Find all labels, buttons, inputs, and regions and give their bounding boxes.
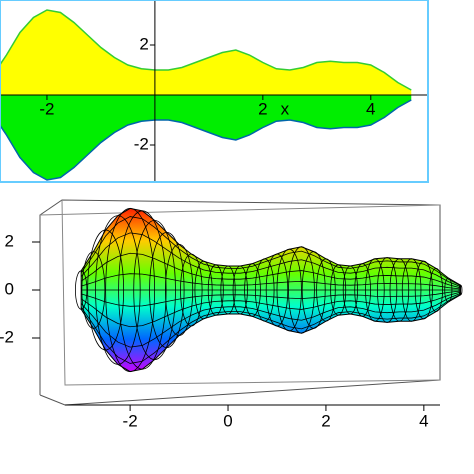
cross-section <box>87 229 125 351</box>
cross-section <box>301 251 326 329</box>
cross-section <box>458 284 463 296</box>
cross-section <box>316 258 336 322</box>
x-tick-label: 2 <box>321 411 330 430</box>
x-tick-label: 2 <box>258 99 267 118</box>
y-tick-label: 2 <box>139 34 148 53</box>
x-tick-label: 4 <box>419 411 428 430</box>
x-tick-label: -2 <box>123 411 138 430</box>
area <box>0 10 412 95</box>
x-tick-label: 0 <box>223 411 232 430</box>
box-edge <box>39 204 441 216</box>
x-tick-label: -2 <box>39 99 54 118</box>
cross-section <box>232 265 248 315</box>
cross-section <box>133 219 176 360</box>
cross-section <box>95 215 141 365</box>
cross-section <box>149 231 185 348</box>
cross-section <box>105 207 155 372</box>
y-tick-label: 0 <box>5 279 14 298</box>
cross-section <box>194 260 213 320</box>
cross-section <box>207 264 224 316</box>
cross-section <box>276 248 302 332</box>
cross-section <box>342 265 359 315</box>
plot-3d: -2 0 2 4 -2 0 2 <box>0 199 463 430</box>
cross-section <box>74 270 88 310</box>
cross-section <box>414 260 433 320</box>
plot-2d: -2 2 4-22x <box>0 0 428 182</box>
cross-section <box>265 253 289 327</box>
cross-section <box>288 246 315 334</box>
cross-section <box>220 265 236 315</box>
box-edge <box>61 199 441 386</box>
cross-section <box>354 263 371 317</box>
mesh-line <box>80 291 461 328</box>
cross-section <box>377 257 398 323</box>
cross-section <box>365 258 385 322</box>
y-tick-label: -2 <box>134 134 149 153</box>
y-tick-label: 2 <box>5 231 14 250</box>
x-axis-label: x <box>281 99 290 118</box>
curve <box>0 99 412 181</box>
area <box>0 95 412 180</box>
cross-section <box>330 264 347 316</box>
cross-section <box>244 263 261 317</box>
cross-section <box>164 243 194 336</box>
cross-section <box>401 258 422 322</box>
mesh-line <box>81 273 461 290</box>
cross-section <box>444 277 453 303</box>
cross-section <box>429 267 443 312</box>
mesh-line <box>80 252 461 289</box>
mesh-line <box>81 290 461 307</box>
x-tick-label: 4 <box>366 99 375 118</box>
y-tick-label: -2 <box>0 327 14 346</box>
cross-section <box>389 258 410 322</box>
frame <box>0 0 429 183</box>
cross-section <box>81 251 106 329</box>
cross-section <box>254 258 275 322</box>
cross-section <box>118 210 167 370</box>
curve <box>0 9 412 91</box>
cross-section <box>180 253 203 327</box>
